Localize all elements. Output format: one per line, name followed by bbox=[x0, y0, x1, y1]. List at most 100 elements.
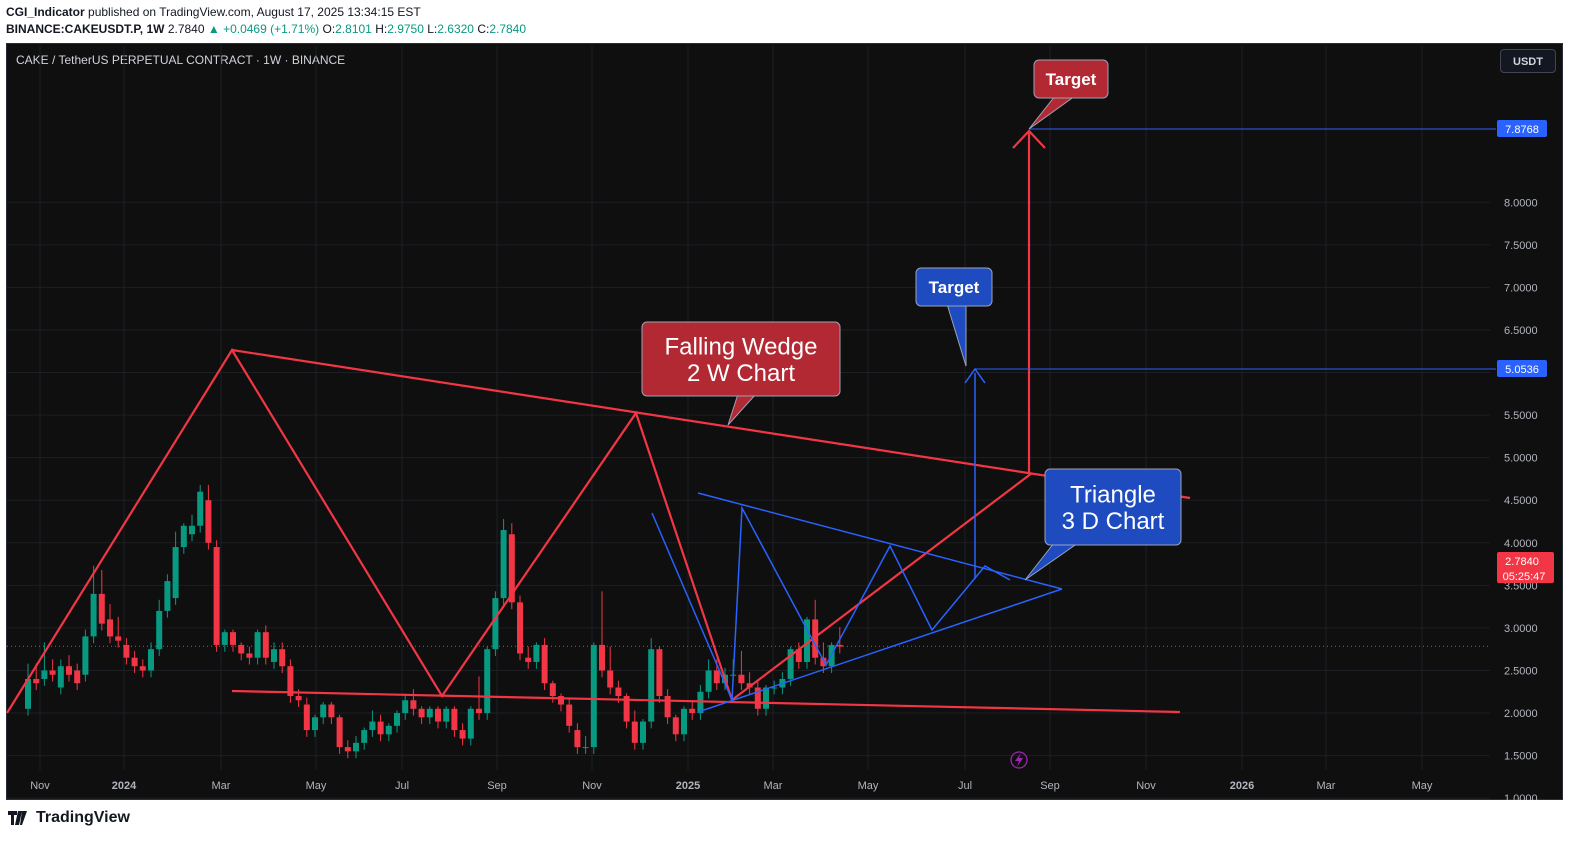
high-label: H: bbox=[375, 22, 388, 36]
badge-box bbox=[1497, 360, 1547, 377]
badge-label: 5.0536 bbox=[1505, 364, 1539, 376]
candle-body bbox=[541, 644, 548, 684]
close-value: 2.7840 bbox=[489, 22, 527, 36]
low-label: L: bbox=[427, 22, 438, 36]
lightning-icon-bolt bbox=[1015, 753, 1023, 767]
candle-body bbox=[492, 598, 499, 650]
y-axis: 0.50001.00001.50002.00002.50003.00003.50… bbox=[1504, 197, 1538, 800]
candle-body bbox=[377, 721, 384, 735]
current-price-badge: 2.7840 05:25:47 bbox=[1497, 552, 1554, 583]
candle-body bbox=[180, 525, 187, 548]
y-tick-label: 2.0000 bbox=[1504, 708, 1538, 720]
candle-body bbox=[459, 730, 466, 739]
candle-body bbox=[344, 747, 351, 752]
candle-body bbox=[443, 708, 450, 722]
candle-body bbox=[738, 674, 745, 684]
publish-header: CGI_Indicator published on TradingView.c… bbox=[0, 0, 1589, 42]
callout-tail bbox=[1028, 95, 1077, 130]
tradingview-brand: TradingView bbox=[36, 809, 130, 826]
price-change: ▲ +0.0469 (+1.71%) bbox=[207, 22, 320, 36]
symbol-label: BINANCE:CAKEUSDT.P, 1W bbox=[6, 22, 165, 36]
price-chart[interactable]: 0.50001.00001.50002.00002.50003.00003.50… bbox=[0, 0, 1589, 800]
candle-body bbox=[607, 670, 614, 688]
candle-body bbox=[558, 696, 564, 705]
badge-box bbox=[1497, 552, 1554, 583]
currency-button[interactable]: USDT bbox=[1500, 49, 1556, 73]
tradingview-logo-icon bbox=[8, 811, 27, 825]
candle-body bbox=[107, 619, 113, 637]
open-value: 2.8101 bbox=[335, 22, 372, 36]
red-arrow-head bbox=[1012, 129, 1046, 149]
candle-body bbox=[631, 721, 638, 743]
candle-body bbox=[271, 649, 277, 662]
badge-label: 7.8768 bbox=[1505, 124, 1539, 136]
candle-body bbox=[476, 708, 482, 714]
candle-body bbox=[139, 666, 146, 671]
candle-body bbox=[172, 547, 179, 599]
candle-body bbox=[713, 670, 720, 684]
publish-info: CGI_Indicator published on TradingView.c… bbox=[6, 5, 421, 19]
footer bbox=[0, 800, 1589, 847]
candle-body bbox=[426, 708, 433, 718]
last-price: 2.7840 bbox=[167, 22, 205, 36]
y-tick-label: 8.0000 bbox=[1504, 197, 1538, 209]
callout-box bbox=[641, 321, 841, 397]
candle-body bbox=[681, 708, 687, 735]
candle-body bbox=[164, 581, 171, 611]
tradingview-logo[interactable]: TradingView bbox=[8, 809, 130, 827]
callout-text: 3 D Chart bbox=[1062, 508, 1165, 535]
candle-body bbox=[66, 666, 72, 675]
candle-body bbox=[33, 678, 40, 684]
callout-text: Falling Wedge bbox=[665, 333, 818, 360]
candle-body bbox=[25, 678, 31, 709]
candle-body bbox=[189, 525, 195, 535]
target-callout-blue: Target bbox=[915, 267, 993, 367]
candle-body bbox=[385, 725, 392, 735]
callout-tail bbox=[1024, 542, 1080, 581]
callout-text: 2 W Chart bbox=[687, 360, 795, 387]
candle-body bbox=[279, 649, 286, 667]
candle-body bbox=[98, 593, 105, 624]
y-tick-label: 3.0000 bbox=[1504, 623, 1538, 635]
y-tick-label: 4.0000 bbox=[1504, 538, 1538, 550]
candle-body bbox=[328, 704, 335, 718]
ohlc-row: BINANCE:CAKEUSDT.P, 1W 2.7840 ▲ +0.0469 … bbox=[6, 22, 526, 36]
candle-body bbox=[500, 530, 507, 599]
candle-body bbox=[156, 610, 163, 650]
candle-body bbox=[508, 534, 515, 603]
candle-body bbox=[287, 666, 294, 697]
candle-body bbox=[435, 708, 441, 722]
candle-body bbox=[795, 649, 802, 662]
x-tick-label: May bbox=[858, 780, 879, 792]
y-tick-label: 7.5000 bbox=[1504, 240, 1538, 252]
candle-body bbox=[197, 491, 204, 526]
candle-body bbox=[221, 632, 228, 645]
open-label: O: bbox=[322, 22, 336, 36]
chart-title: CAKE / TetherUS PERPETUAL CONTRACT · 1W … bbox=[16, 53, 346, 67]
x-tick-label: Mar bbox=[212, 780, 231, 792]
candle-body bbox=[672, 717, 679, 735]
callout-box bbox=[1044, 468, 1182, 546]
x-tick-label: Nov bbox=[1136, 780, 1156, 792]
x-tick-label: 2026 bbox=[1230, 780, 1254, 792]
wedge-lower-trendline bbox=[231, 689, 1181, 714]
falling-wedge-pattern bbox=[6, 129, 1191, 714]
candle-body bbox=[804, 619, 810, 662]
x-tick-label: Mar bbox=[1317, 780, 1336, 792]
candle-body bbox=[525, 657, 532, 662]
low-value: 2.6320 bbox=[437, 22, 474, 36]
candle-body bbox=[812, 619, 819, 658]
candle-body bbox=[41, 670, 48, 679]
x-tick-label: 2024 bbox=[112, 780, 137, 792]
callout-box bbox=[915, 267, 993, 307]
author-name[interactable]: CGI_Indicator bbox=[6, 5, 85, 19]
candle-body bbox=[689, 708, 696, 714]
candle-body bbox=[787, 649, 794, 679]
chart-area[interactable] bbox=[6, 43, 1563, 800]
callout-tail bbox=[727, 393, 758, 426]
callout-tail bbox=[946, 303, 967, 367]
target-callout-red: Target bbox=[1028, 59, 1109, 130]
published-text: published on TradingView.com, August 17,… bbox=[88, 5, 421, 19]
